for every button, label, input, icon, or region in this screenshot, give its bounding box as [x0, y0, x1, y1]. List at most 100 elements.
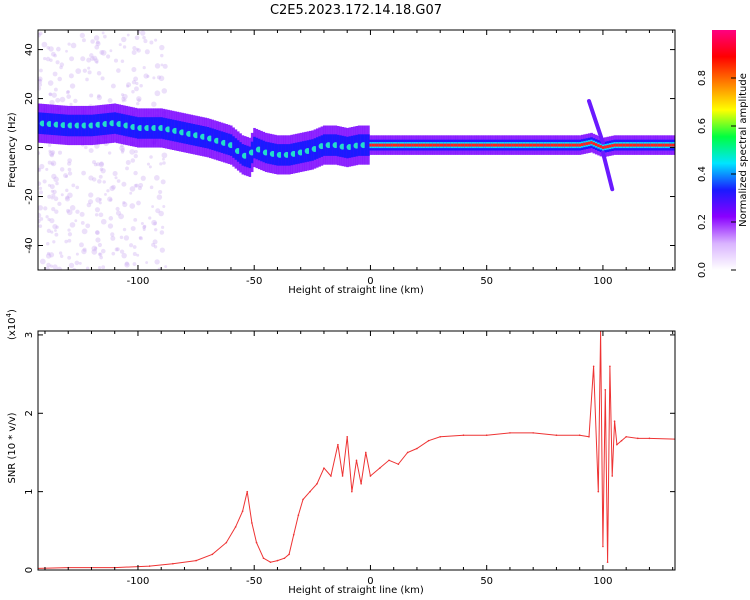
spectrogram-band-peak [567, 143, 570, 147]
spectrogram-noise [149, 40, 154, 45]
spectrogram-band-peak [650, 143, 654, 147]
y-tick-label: 2 [24, 410, 35, 416]
spectrogram-noise [95, 230, 100, 236]
spectrogram-noise [67, 161, 72, 166]
spectrogram-noise [75, 252, 79, 256]
spectrogram-noise [53, 196, 59, 202]
spectrogram-noise [51, 193, 56, 198]
spectrogram-noise [66, 209, 73, 216]
spectrogram-noise [159, 230, 165, 235]
spectrogram-frame [37, 29, 676, 271]
snr-point [606, 561, 609, 563]
spectrogram-noise [94, 58, 99, 63]
spectrogram-noise [134, 35, 140, 41]
spectrogram-noise [49, 58, 53, 63]
spectrogram-band-peak [574, 143, 577, 147]
spectrogram-noise [98, 266, 102, 270]
spectrogram-band-peak [569, 143, 572, 147]
spectrogram-noise [70, 42, 77, 49]
spectrogram-noise [98, 252, 102, 256]
spectrogram-band-peak [439, 143, 442, 147]
spectrogram-noise [130, 158, 136, 163]
snr-point [148, 565, 151, 567]
spectrogram-noise [151, 205, 155, 208]
spectrogram-noise [69, 222, 76, 228]
spectrogram-noise [49, 99, 55, 106]
spectrogram-noise [81, 170, 86, 176]
spectrogram-noise [136, 253, 140, 257]
spectrogram-band-peak [441, 143, 445, 147]
spectrogram-band-mid [99, 113, 103, 136]
spectrogram-noise [98, 201, 102, 205]
spectrogram-noise [135, 81, 139, 86]
spectrogram-band-mid [267, 142, 270, 164]
spectrogram-noise [140, 30, 146, 36]
spectrogram-noise [38, 150, 41, 156]
spectrogram-noise [133, 170, 138, 176]
spectrogram-noise [49, 264, 54, 268]
spectrogram-noise [151, 242, 156, 247]
spectrogram-noise [109, 198, 113, 202]
spectrogram-noise [149, 185, 154, 190]
spectrogram-noise [55, 225, 59, 229]
snr-point [292, 533, 295, 536]
spectrogram-noise [72, 267, 77, 270]
x-tick-label: -50 [246, 276, 262, 287]
spectrogram-band-peak [553, 143, 556, 147]
spectrogram-noise [107, 223, 114, 229]
spectrogram-band-mid [357, 134, 361, 156]
spectrogram-noise [131, 50, 137, 55]
spectrogram-noise [162, 204, 166, 208]
spectrogram-band-peak [469, 143, 473, 147]
snr-point [648, 437, 651, 440]
spectrogram-band-mid [322, 134, 326, 156]
spectrogram-noise [152, 76, 156, 80]
spectrogram-band-mid [169, 119, 173, 141]
spectrogram-noise [38, 186, 43, 191]
spectrogram-noise [38, 32, 41, 38]
spectrogram-band-peak [427, 143, 431, 147]
spectrogram-noise [75, 68, 82, 74]
spectrogram-noise [90, 39, 95, 44]
spectrogram-noise [158, 75, 165, 82]
spectrogram-noise [95, 41, 101, 47]
spectrogram-band-peak [541, 143, 545, 147]
spectrogram-noise [50, 230, 54, 234]
spectrogram-noise [69, 83, 76, 89]
spectrogram-band-peak [560, 143, 563, 147]
snr-point [597, 490, 600, 493]
spectrogram-band-peak [657, 143, 661, 147]
spectrogram-noise [91, 177, 97, 182]
spectrogram-noise [95, 230, 100, 235]
spectrogram-noise [82, 68, 87, 73]
spectrogram-band-mid [78, 114, 82, 137]
spectrogram-band-peak [383, 143, 386, 147]
spectrogram-band-peak [520, 143, 524, 147]
spectrogram-noise [154, 259, 160, 265]
spectrogram-noise [123, 235, 130, 241]
snr-point [316, 483, 318, 485]
spectrogram-noise [91, 245, 98, 252]
snr-point [406, 451, 409, 454]
spectrogram-band-peak [564, 143, 568, 147]
spectrogram-band-peak [660, 143, 663, 147]
spectrogram-noise [48, 150, 55, 157]
spectrogram-band-peak [385, 143, 389, 147]
snr-point [485, 434, 488, 437]
spectrogram-noise [39, 190, 44, 195]
spectrogram-noise [67, 171, 73, 176]
spectrogram-noise [132, 262, 137, 266]
spectrogram-noise [68, 73, 74, 79]
spectrogram-noise [142, 35, 146, 40]
spectrogram-noise [69, 205, 76, 211]
spectrogram-band-peak [481, 143, 484, 147]
spectrogram-noise [67, 167, 72, 172]
spectrogram-noise [69, 102, 73, 106]
spectrogram-band-peak [411, 143, 414, 147]
spectrogram-noise [157, 267, 162, 270]
spectrogram-band-peak [667, 143, 670, 147]
spectrogram-band-peak [476, 143, 479, 147]
colorbar-tick-label: 0.0 [697, 262, 708, 278]
spectrogram-noise [143, 73, 149, 79]
spectrogram-band-peak [643, 143, 647, 147]
